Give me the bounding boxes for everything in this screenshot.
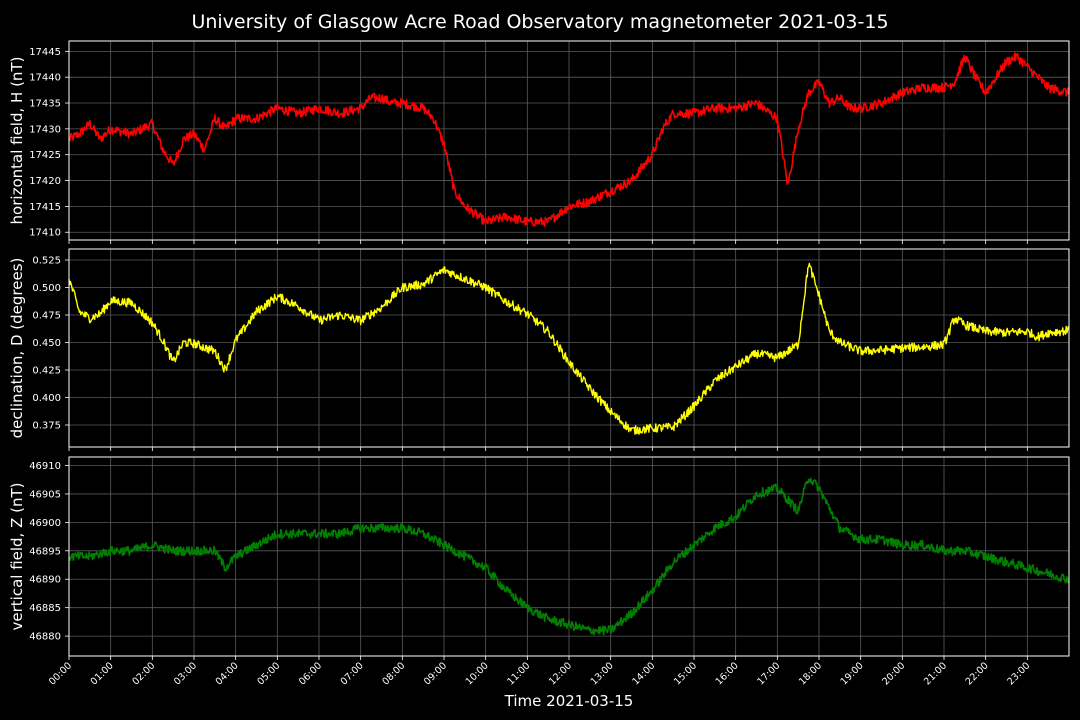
x-tick-label: 12:00 — [547, 660, 574, 687]
y-tick-label: 0.400 — [32, 393, 61, 404]
y-tick-label: 17430 — [29, 124, 61, 135]
x-tick-label: 22:00 — [964, 660, 991, 687]
y-tick-label: 46885 — [29, 603, 61, 614]
y-tick-label: 17440 — [29, 73, 61, 84]
series-line-1 — [68, 52, 1070, 228]
x-tick-label: 05:00 — [255, 660, 282, 687]
x-tick-label: 15:00 — [672, 660, 699, 687]
x-tick-label: 00:00 — [47, 660, 74, 687]
y-tick-label: 17435 — [29, 99, 61, 110]
x-tick-label: 06:00 — [297, 660, 324, 687]
y-tick-label: 46900 — [29, 518, 61, 529]
x-tick-label: 16:00 — [714, 660, 741, 687]
y-tick-label: 0.425 — [32, 366, 61, 377]
x-tick-label: 01:00 — [89, 660, 116, 687]
x-tick-label: 03:00 — [172, 660, 199, 687]
x-tick-label: 04:00 — [214, 660, 241, 687]
x-tick-label: 23:00 — [1005, 660, 1032, 687]
y-axis-label: vertical field, Z (nT) — [8, 482, 26, 630]
x-tick-label: 11:00 — [505, 660, 532, 687]
panel-1: 17410 17415 17420 17425 17430 17435 17440 17445… — [8, 40, 1070, 244]
y-tick-label: 0.500 — [32, 283, 61, 294]
x-axis-label: Time 2021-03-15 — [504, 692, 634, 710]
x-tick-label: 07:00 — [339, 660, 366, 687]
y-axis-label: declination, D (degrees) — [8, 258, 26, 439]
x-tick-label: 13:00 — [589, 660, 616, 687]
y-tick-label: 46890 — [29, 575, 61, 586]
y-tick-label: 17425 — [29, 150, 61, 161]
y-tick-label: 46880 — [29, 632, 61, 643]
panel-frame — [68, 248, 1070, 448]
y-axis-label: horizontal field, H (nT) — [8, 57, 26, 225]
x-tick-label: 09:00 — [422, 660, 449, 687]
x-tick-label: 10:00 — [464, 660, 491, 687]
y-tick-label: 17415 — [29, 202, 61, 213]
series-line-3 — [68, 477, 1070, 636]
y-tick-label: 46895 — [29, 546, 61, 557]
x-tick-label: 17:00 — [755, 660, 782, 687]
x-tick-label: 02:00 — [130, 660, 157, 687]
y-tick-label: 0.450 — [32, 338, 61, 349]
y-tick-label: 0.525 — [32, 256, 61, 267]
chart-title: University of Glasgow Acre Road Observat… — [191, 11, 888, 33]
x-tick-label: 18:00 — [797, 660, 824, 687]
y-tick-label: 17410 — [29, 228, 61, 239]
y-tick-label: 46905 — [29, 489, 61, 500]
y-tick-label: 17445 — [29, 47, 61, 58]
y-tick-label: 17420 — [29, 176, 61, 187]
x-tick-label: 20:00 — [880, 660, 907, 687]
x-tick-label: 21:00 — [922, 660, 949, 687]
panel-3: 46880 46885 46890 46895 46900 46905 46910verti… — [8, 456, 1070, 660]
panel-2: 0.375 0.400 0.425 0.450 0.475 0.500 0.525 decli… — [8, 248, 1070, 451]
x-tick-label: 14:00 — [630, 660, 657, 687]
x-tick-label: 08:00 — [380, 660, 407, 687]
y-tick-label: 0.375 — [32, 421, 61, 432]
y-tick-label: 46910 — [29, 461, 61, 472]
series-line-2 — [68, 262, 1069, 435]
panel-frame — [68, 40, 1070, 241]
y-tick-label: 0.475 — [32, 311, 61, 322]
x-tick-label: 19:00 — [839, 660, 866, 687]
panel-frame — [68, 456, 1070, 657]
